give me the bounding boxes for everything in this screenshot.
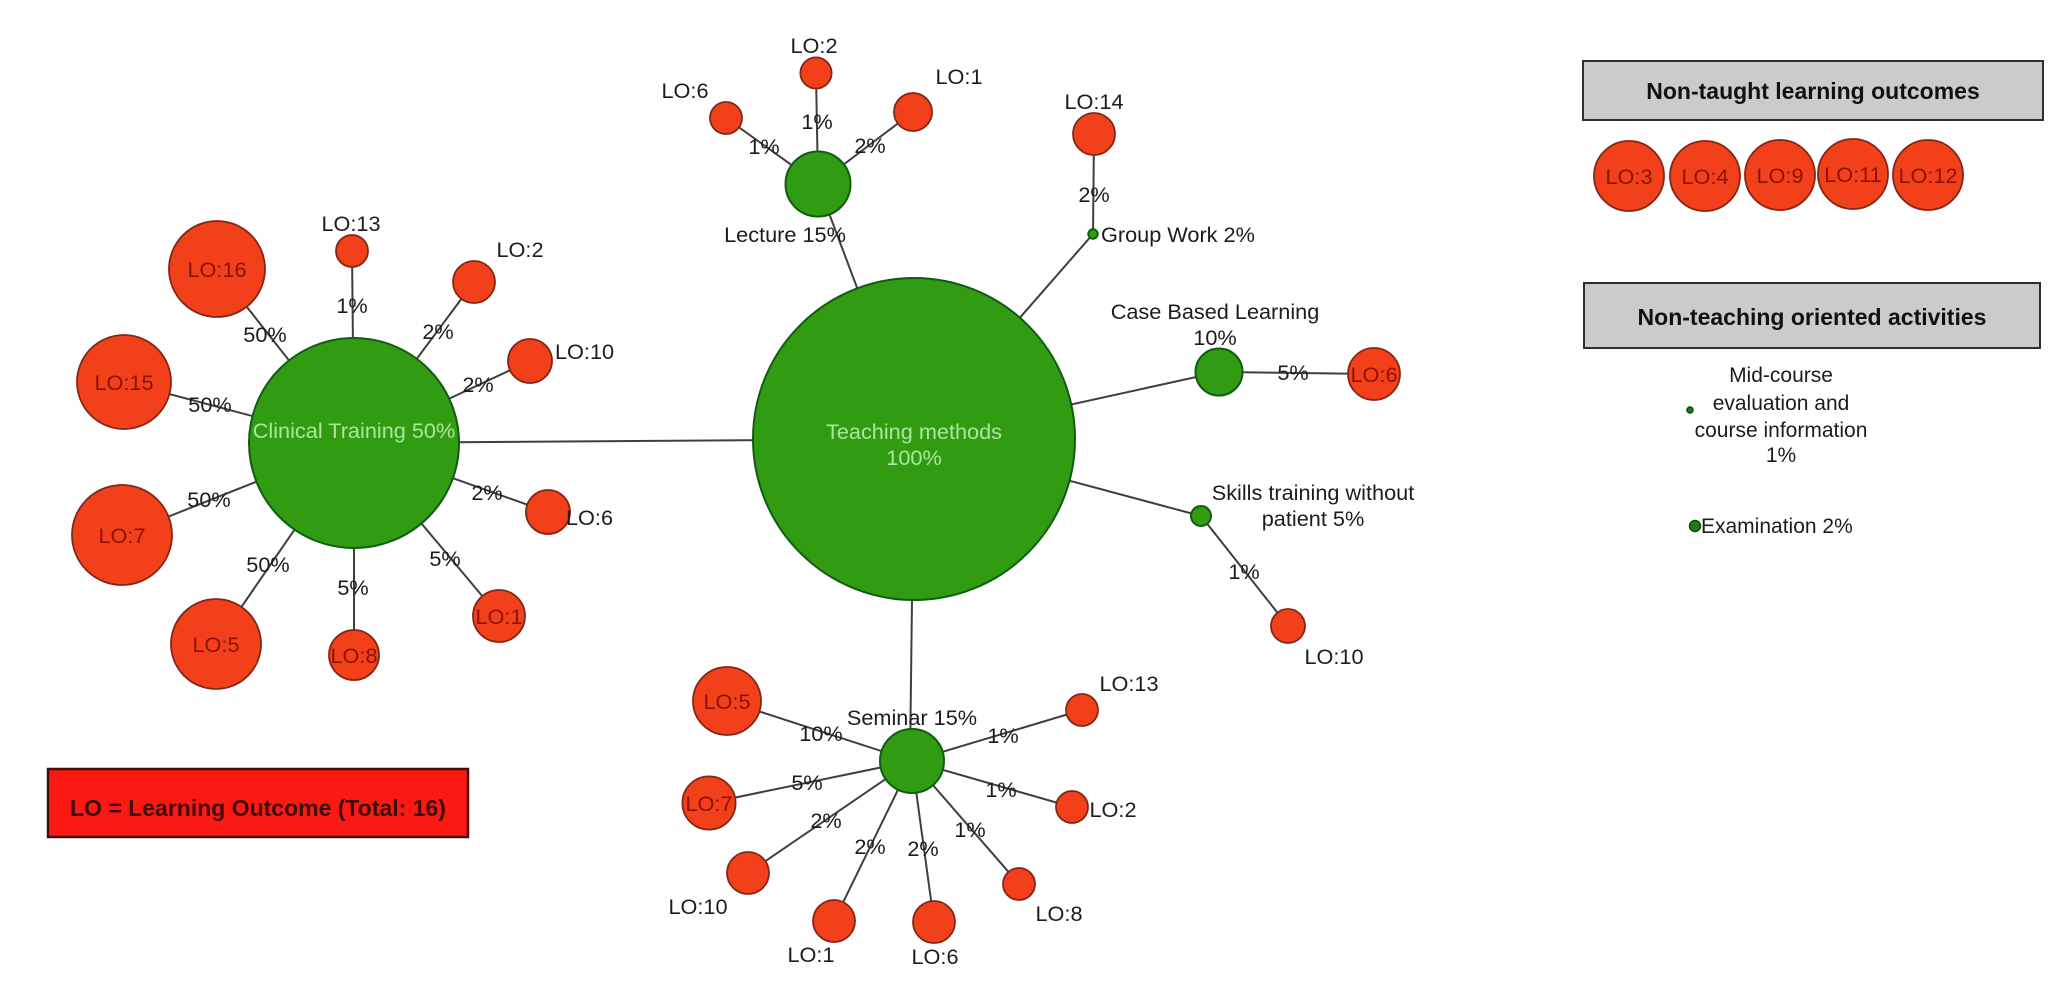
svg-text:1%: 1% — [1228, 559, 1259, 584]
svg-text:Seminar 15%: Seminar 15% — [847, 705, 977, 730]
svg-text:1%: 1% — [987, 723, 1018, 748]
svg-text:evaluation and: evaluation and — [1713, 392, 1850, 415]
svg-text:LO:2: LO:2 — [496, 237, 543, 262]
svg-text:1%: 1% — [336, 293, 367, 318]
svg-text:Skills training without: Skills training without — [1212, 480, 1415, 505]
svg-text:LO:8: LO:8 — [330, 643, 377, 668]
svg-text:2%: 2% — [462, 372, 493, 397]
svg-text:1%: 1% — [801, 109, 832, 134]
svg-text:LO:9: LO:9 — [1756, 163, 1803, 188]
svg-text:5%: 5% — [337, 575, 368, 600]
svg-text:2%: 2% — [1078, 182, 1109, 207]
svg-text:Mid-course: Mid-course — [1729, 364, 1833, 387]
svg-text:LO:2: LO:2 — [790, 33, 837, 58]
svg-text:LO:4: LO:4 — [1681, 164, 1728, 189]
svg-text:LO:10: LO:10 — [1304, 644, 1363, 669]
svg-text:Clinical Training 50%: Clinical Training 50% — [253, 418, 456, 443]
svg-text:5%: 5% — [429, 546, 460, 571]
svg-text:LO = Learning Outcome (Total:: LO = Learning Outcome (Total: 16) — [70, 795, 446, 821]
svg-text:LO:11: LO:11 — [1824, 162, 1881, 187]
svg-text:patient 5%: patient 5% — [1262, 506, 1365, 531]
svg-text:1%: 1% — [954, 817, 985, 842]
svg-text:LO:10: LO:10 — [555, 339, 614, 364]
svg-text:2%: 2% — [810, 808, 841, 833]
svg-text:LO:13: LO:13 — [1099, 671, 1158, 696]
svg-text:10%: 10% — [1193, 325, 1236, 350]
svg-text:LO:12: LO:12 — [1898, 163, 1957, 188]
svg-text:Group Work 2%: Group Work 2% — [1101, 222, 1255, 247]
svg-text:LO:13: LO:13 — [321, 211, 380, 236]
svg-text:LO:6: LO:6 — [911, 944, 958, 969]
svg-text:LO:5: LO:5 — [703, 689, 750, 714]
svg-text:LO:1: LO:1 — [935, 64, 982, 89]
svg-text:LO:7: LO:7 — [685, 791, 732, 816]
svg-text:Case Based Learning: Case Based Learning — [1111, 299, 1320, 324]
svg-text:2%: 2% — [471, 480, 502, 505]
svg-text:5%: 5% — [791, 770, 822, 795]
svg-text:2%: 2% — [854, 133, 885, 158]
svg-text:LO:1: LO:1 — [475, 604, 522, 629]
svg-text:1%: 1% — [1766, 444, 1796, 467]
svg-text:LO:10: LO:10 — [668, 894, 727, 919]
svg-text:50%: 50% — [188, 392, 231, 417]
svg-text:LO:6: LO:6 — [661, 78, 708, 103]
svg-text:50%: 50% — [246, 552, 289, 577]
svg-text:10%: 10% — [799, 721, 842, 746]
svg-text:5%: 5% — [1277, 360, 1308, 385]
svg-text:Examination 2%: Examination 2% — [1701, 515, 1853, 538]
svg-text:LO:2: LO:2 — [1089, 797, 1136, 822]
svg-text:1%: 1% — [985, 777, 1016, 802]
svg-text:Non-teaching oriented activiti: Non-teaching oriented activities — [1638, 304, 1987, 330]
svg-text:LO:3: LO:3 — [1605, 164, 1652, 189]
svg-text:course information: course information — [1695, 419, 1868, 442]
svg-text:1%: 1% — [748, 134, 779, 159]
svg-text:LO:8: LO:8 — [1035, 901, 1082, 926]
svg-text:Lecture 15%: Lecture 15% — [724, 222, 846, 247]
svg-text:Non-taught learning outcomes: Non-taught learning outcomes — [1646, 78, 1980, 104]
svg-text:LO:1: LO:1 — [787, 942, 834, 967]
svg-text:LO:15: LO:15 — [94, 370, 153, 395]
svg-text:LO:5: LO:5 — [192, 632, 239, 657]
svg-text:50%: 50% — [187, 487, 230, 512]
svg-text:100%: 100% — [886, 445, 941, 470]
svg-text:Teaching methods: Teaching methods — [826, 419, 1002, 444]
svg-text:LO:16: LO:16 — [187, 257, 246, 282]
svg-text:50%: 50% — [243, 322, 286, 347]
svg-text:LO:14: LO:14 — [1064, 89, 1123, 114]
svg-text:2%: 2% — [854, 834, 885, 859]
svg-text:2%: 2% — [907, 836, 938, 861]
svg-text:LO:6: LO:6 — [566, 505, 613, 530]
svg-text:LO:7: LO:7 — [98, 523, 145, 548]
svg-text:2%: 2% — [422, 319, 453, 344]
svg-text:LO:6: LO:6 — [1350, 362, 1397, 387]
